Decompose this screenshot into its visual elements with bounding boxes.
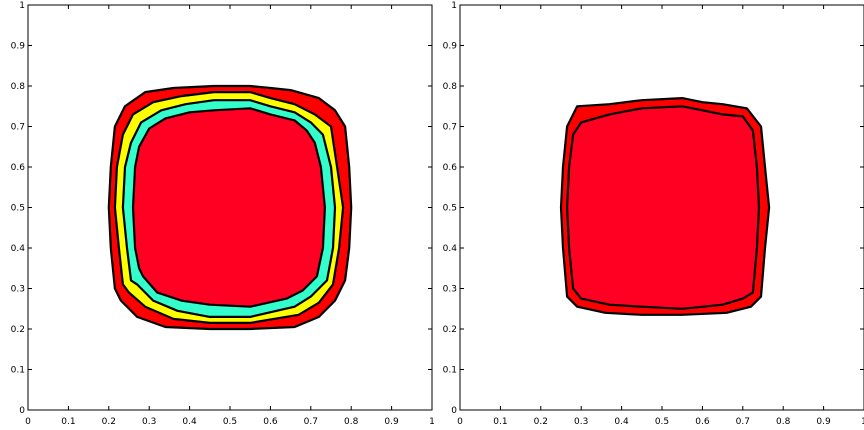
x-tick-label: 0.1 bbox=[61, 417, 75, 427]
x-tick-label: 0.2 bbox=[534, 417, 548, 427]
x-tick-label: 1 bbox=[861, 417, 864, 427]
y-tick-label: 0.2 bbox=[443, 325, 457, 335]
y-tick-label: 0.5 bbox=[443, 204, 457, 214]
x-tick-label: 0 bbox=[25, 417, 31, 427]
x-tick-label: 0.7 bbox=[736, 417, 750, 427]
y-tick-label: 0.2 bbox=[11, 325, 25, 335]
x-tick-label: 0.9 bbox=[384, 417, 399, 427]
y-tick-label: 0.3 bbox=[443, 285, 457, 295]
x-tick-label: 1 bbox=[429, 417, 435, 427]
x-tick-label: 0.4 bbox=[614, 417, 629, 427]
y-tick-label: 0 bbox=[451, 406, 457, 416]
x-tick-label: 0.4 bbox=[182, 417, 197, 427]
x-tick-label: 0.5 bbox=[223, 417, 237, 427]
y-tick-label: 1 bbox=[19, 1, 25, 11]
x-tick-label: 0.3 bbox=[142, 417, 156, 427]
y-tick-label: 0.6 bbox=[11, 163, 26, 173]
y-tick-label: 0 bbox=[19, 406, 25, 416]
contour-level-3 bbox=[131, 107, 326, 308]
x-tick-label: 0 bbox=[457, 417, 463, 427]
x-tick-label: 0.6 bbox=[263, 417, 278, 427]
y-tick-label: 0.1 bbox=[443, 366, 457, 376]
y-tick-label: 0.1 bbox=[11, 366, 25, 376]
y-tick-label: 0.4 bbox=[443, 244, 458, 254]
left-contour-plot: 0 0.1 0.2 0.3 0.4 0.5 0.6 0.7 0.8 0.9 1 0 0.1 0.2 0.3 0… bbox=[11, 1, 435, 427]
y-tick-label: 1 bbox=[451, 1, 457, 11]
x-tick-label: 0.8 bbox=[776, 417, 791, 427]
x-tick-label: 0.2 bbox=[102, 417, 116, 427]
y-tick-label: 0.8 bbox=[443, 82, 458, 92]
y-tick-label: 0.4 bbox=[11, 244, 26, 254]
x-tick-label: 0.1 bbox=[493, 417, 507, 427]
y-tick-label: 0.5 bbox=[11, 204, 25, 214]
x-tick-label: 0.9 bbox=[816, 417, 831, 427]
x-tick-label: 0.5 bbox=[655, 417, 669, 427]
y-tick-label: 0.3 bbox=[11, 285, 25, 295]
x-tick-label: 0.7 bbox=[304, 417, 318, 427]
x-tick-label: 0.8 bbox=[344, 417, 359, 427]
x-tick-label: 0.6 bbox=[695, 417, 710, 427]
y-tick-label: 0.6 bbox=[443, 163, 458, 173]
y-tick-label: 0.8 bbox=[11, 82, 26, 92]
contour-level-1 bbox=[565, 105, 761, 310]
y-tick-label: 0.9 bbox=[11, 42, 26, 52]
y-tick-label: 0.7 bbox=[11, 123, 25, 133]
y-tick-label: 0.7 bbox=[443, 123, 457, 133]
y-tick-label: 0.9 bbox=[443, 42, 458, 52]
x-tick-label: 0.3 bbox=[574, 417, 588, 427]
right-contour-plot: 0 0.1 0.2 0.3 0.4 0.5 0.6 0.7 0.8 0.9 1 0 0.1 0.2 0.3 0… bbox=[443, 1, 864, 427]
